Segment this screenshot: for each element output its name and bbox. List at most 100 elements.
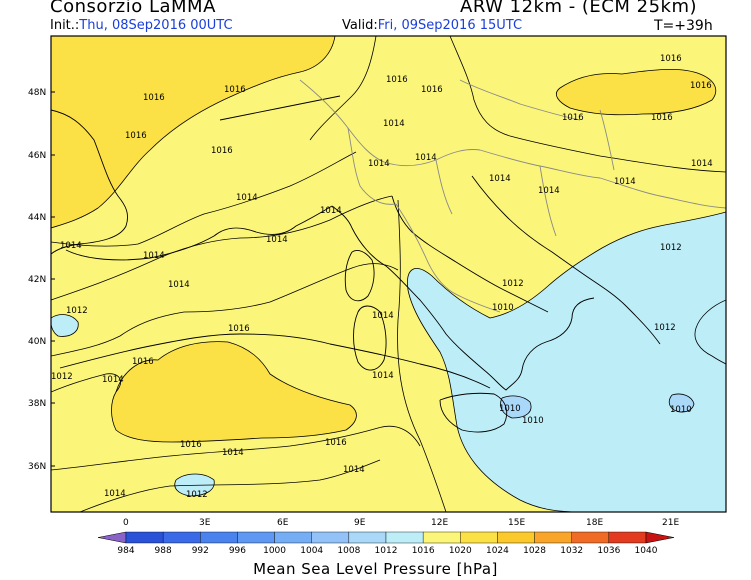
colorbar-title: Mean Sea Level Pressure [hPa]: [253, 560, 498, 578]
isobar-label: 1016: [325, 438, 347, 448]
pressure-field-1008-1012-west: [51, 314, 79, 337]
isobar-label: 1014: [368, 159, 390, 169]
borders: [299, 79, 726, 313]
lat-label: 48N: [28, 88, 46, 98]
valid-label: Valid:: [342, 18, 378, 33]
isobar-label: 1010: [670, 405, 692, 415]
isobar-label: 1016: [651, 113, 673, 123]
colorbar-tick-label: 1004: [300, 546, 323, 556]
isobar-label: 1016: [660, 54, 682, 64]
pressure-field-1004-1008: [500, 395, 532, 418]
isobar-label: 1014: [102, 375, 124, 385]
isobar-label: 1014: [691, 159, 713, 169]
colorbar-segment: [274, 531, 312, 544]
pressure-field-1008-1012-southeast: [407, 212, 726, 512]
isobar-label: 1014: [383, 119, 405, 129]
isobar-label: 1012: [186, 490, 208, 500]
pressure-field-1016-1020-africa: [111, 341, 357, 442]
lat-label: 44N: [28, 213, 46, 223]
isobar-label: 1016: [143, 93, 165, 103]
colorbar-segment: [125, 531, 164, 544]
colorbar-tick-label: 1008: [337, 546, 360, 556]
isobar-label: 1014: [60, 241, 82, 251]
colorbar-segment: [237, 531, 275, 544]
lon-label: 0: [123, 518, 129, 528]
isobar-label: 1014: [143, 251, 165, 261]
colorbar-tick-label: 1012: [375, 546, 398, 556]
colorbar-tick-label: 1036: [597, 546, 620, 556]
isobar-label: 1014: [343, 465, 365, 475]
colorbar-tick-label: 1028: [523, 546, 546, 556]
isobar-label: 1016: [180, 440, 202, 450]
isobar-label: 1014: [614, 177, 636, 187]
init-time: Init.:Thu, 08Sep2016 00UTC: [50, 18, 233, 33]
isobar-label: 1014: [489, 174, 511, 184]
valid-value: Fri, 09Sep2016 15UTC: [377, 18, 523, 33]
colorbar-tick-label: 1032: [560, 546, 583, 556]
pressure-map: 1016 1016 1016 1016 1016 1016 1016 1016 …: [28, 35, 727, 556]
lon-label: 9E: [354, 518, 366, 528]
isobar-label: 1012: [51, 372, 73, 382]
init-label: Init.:: [50, 18, 80, 33]
latitude-axis: 48N 46N 44N 42N 40N 38N 36N: [28, 88, 55, 472]
isobar-label: 1016: [386, 75, 408, 85]
map-frame: [50, 35, 727, 513]
isobar-label: 1016: [125, 131, 147, 141]
init-value: Thu, 08Sep2016 00UTC: [79, 18, 233, 33]
colorbar-segment: [534, 531, 572, 544]
colorbar-tick-label: 1020: [449, 546, 472, 556]
lead-time: T=+39h: [654, 18, 713, 34]
colorbar-segment: [571, 531, 610, 544]
isobar-label: 1014: [236, 193, 258, 203]
colorbar-tick-label: 1016: [412, 546, 435, 556]
colorbar-high-arrow: [645, 531, 675, 544]
isobar-label: 1016: [224, 85, 246, 95]
colorbar: 984 988 992 996 1000 1004 1008 1012 1016 1020 1024…: [97, 531, 675, 556]
isobar-label: 1016: [690, 81, 712, 91]
colorbar-segment: [422, 531, 461, 544]
lat-label: 36N: [28, 462, 46, 472]
lon-label: 3E: [199, 518, 211, 528]
colorbar-segment: [608, 531, 647, 544]
colorbar-tick-label: 1040: [635, 546, 658, 556]
model-title: ARW 12km - (ECM 25km): [460, 0, 698, 17]
isobar-label: 1010: [492, 303, 514, 313]
isobar-label: 1014: [222, 448, 244, 458]
coastlines: [51, 95, 661, 433]
isobar-label: 1010: [522, 416, 544, 426]
longitude-axis: 0 3E 6E 9E 12E 15E 18E 21E: [123, 518, 679, 528]
isobar-label: 1012: [660, 243, 682, 253]
colorbar-tick-label: 984: [117, 546, 134, 556]
lat-label: 46N: [28, 151, 46, 161]
isobar-label: 1016: [421, 85, 443, 95]
isobar-label: 1014: [372, 311, 394, 321]
colorbar-tick-label: 1000: [263, 546, 286, 556]
lon-label: 18E: [586, 518, 603, 528]
colorbar-segment: [162, 531, 201, 544]
lat-label: 38N: [28, 399, 46, 409]
isobar-label: 1016: [562, 113, 584, 123]
colorbar-segment: [497, 531, 535, 544]
isobar-label: 1014: [168, 280, 190, 290]
isobars: [51, 36, 726, 512]
isobar-label: 1014: [372, 371, 394, 381]
isobar-label: 1012: [502, 279, 524, 289]
colorbar-tick-label: 988: [155, 546, 172, 556]
lat-label: 40N: [28, 337, 46, 347]
pressure-field-1016-1020-east: [556, 69, 716, 115]
lat-label: 42N: [28, 275, 46, 285]
isobar-label: 1016: [228, 324, 250, 334]
colorbar-segment: [311, 531, 350, 544]
valid-time: Valid:Fri, 09Sep2016 15UTC: [342, 18, 522, 33]
colorbar-low-arrow: [97, 531, 127, 544]
isobar-label: 1010: [499, 404, 521, 414]
isobar-label: 1016: [211, 146, 233, 156]
colorbar-tick-label: 996: [229, 546, 246, 556]
isobar-label: 1014: [415, 153, 437, 163]
lon-label: 15E: [508, 518, 525, 528]
isobar-label: 1014: [104, 489, 126, 499]
lon-label: 6E: [277, 518, 289, 528]
colorbar-segment: [200, 531, 238, 544]
isobar-label: 1014: [538, 186, 560, 196]
colorbar-segment: [460, 531, 498, 544]
